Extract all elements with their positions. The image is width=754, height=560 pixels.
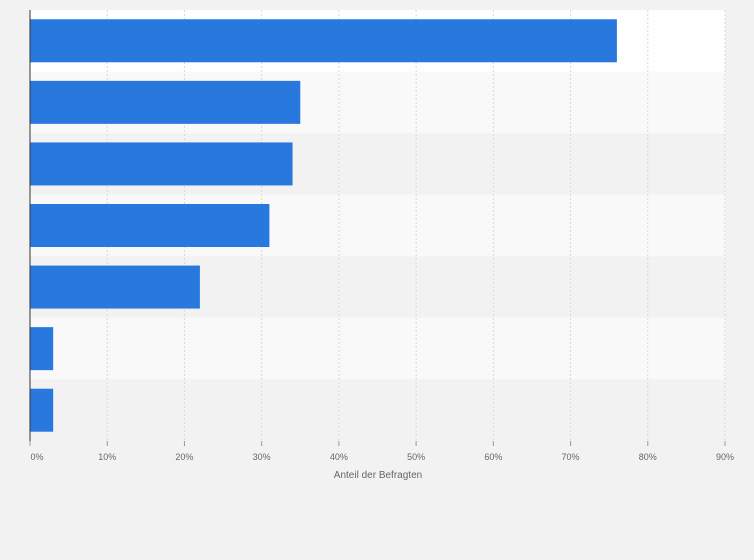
bar	[30, 327, 54, 371]
x-tick-label: 10%	[98, 452, 116, 462]
x-tick-label: 50%	[407, 452, 425, 462]
row-band	[30, 379, 725, 441]
bar	[30, 204, 270, 247]
plot-area: 0% 10% 20% 30% 40% 50% 60% 70% 80% 90%	[29, 10, 734, 462]
bar	[30, 388, 54, 432]
bar	[30, 19, 617, 63]
x-tick-label: 80%	[639, 452, 657, 462]
x-axis-title: Anteil der Befragten	[334, 470, 422, 481]
x-tick-label: 60%	[484, 452, 502, 462]
x-tick-label: 70%	[562, 452, 580, 462]
bar	[30, 80, 301, 124]
x-tick-label: 0%	[30, 452, 43, 462]
row-band	[30, 317, 725, 380]
x-tick-label: 90%	[716, 452, 734, 462]
x-tick-label: 30%	[253, 452, 271, 462]
bar	[30, 265, 200, 309]
x-tick-label: 20%	[175, 452, 193, 462]
x-tick-label: 40%	[330, 452, 348, 462]
bar	[30, 142, 293, 186]
